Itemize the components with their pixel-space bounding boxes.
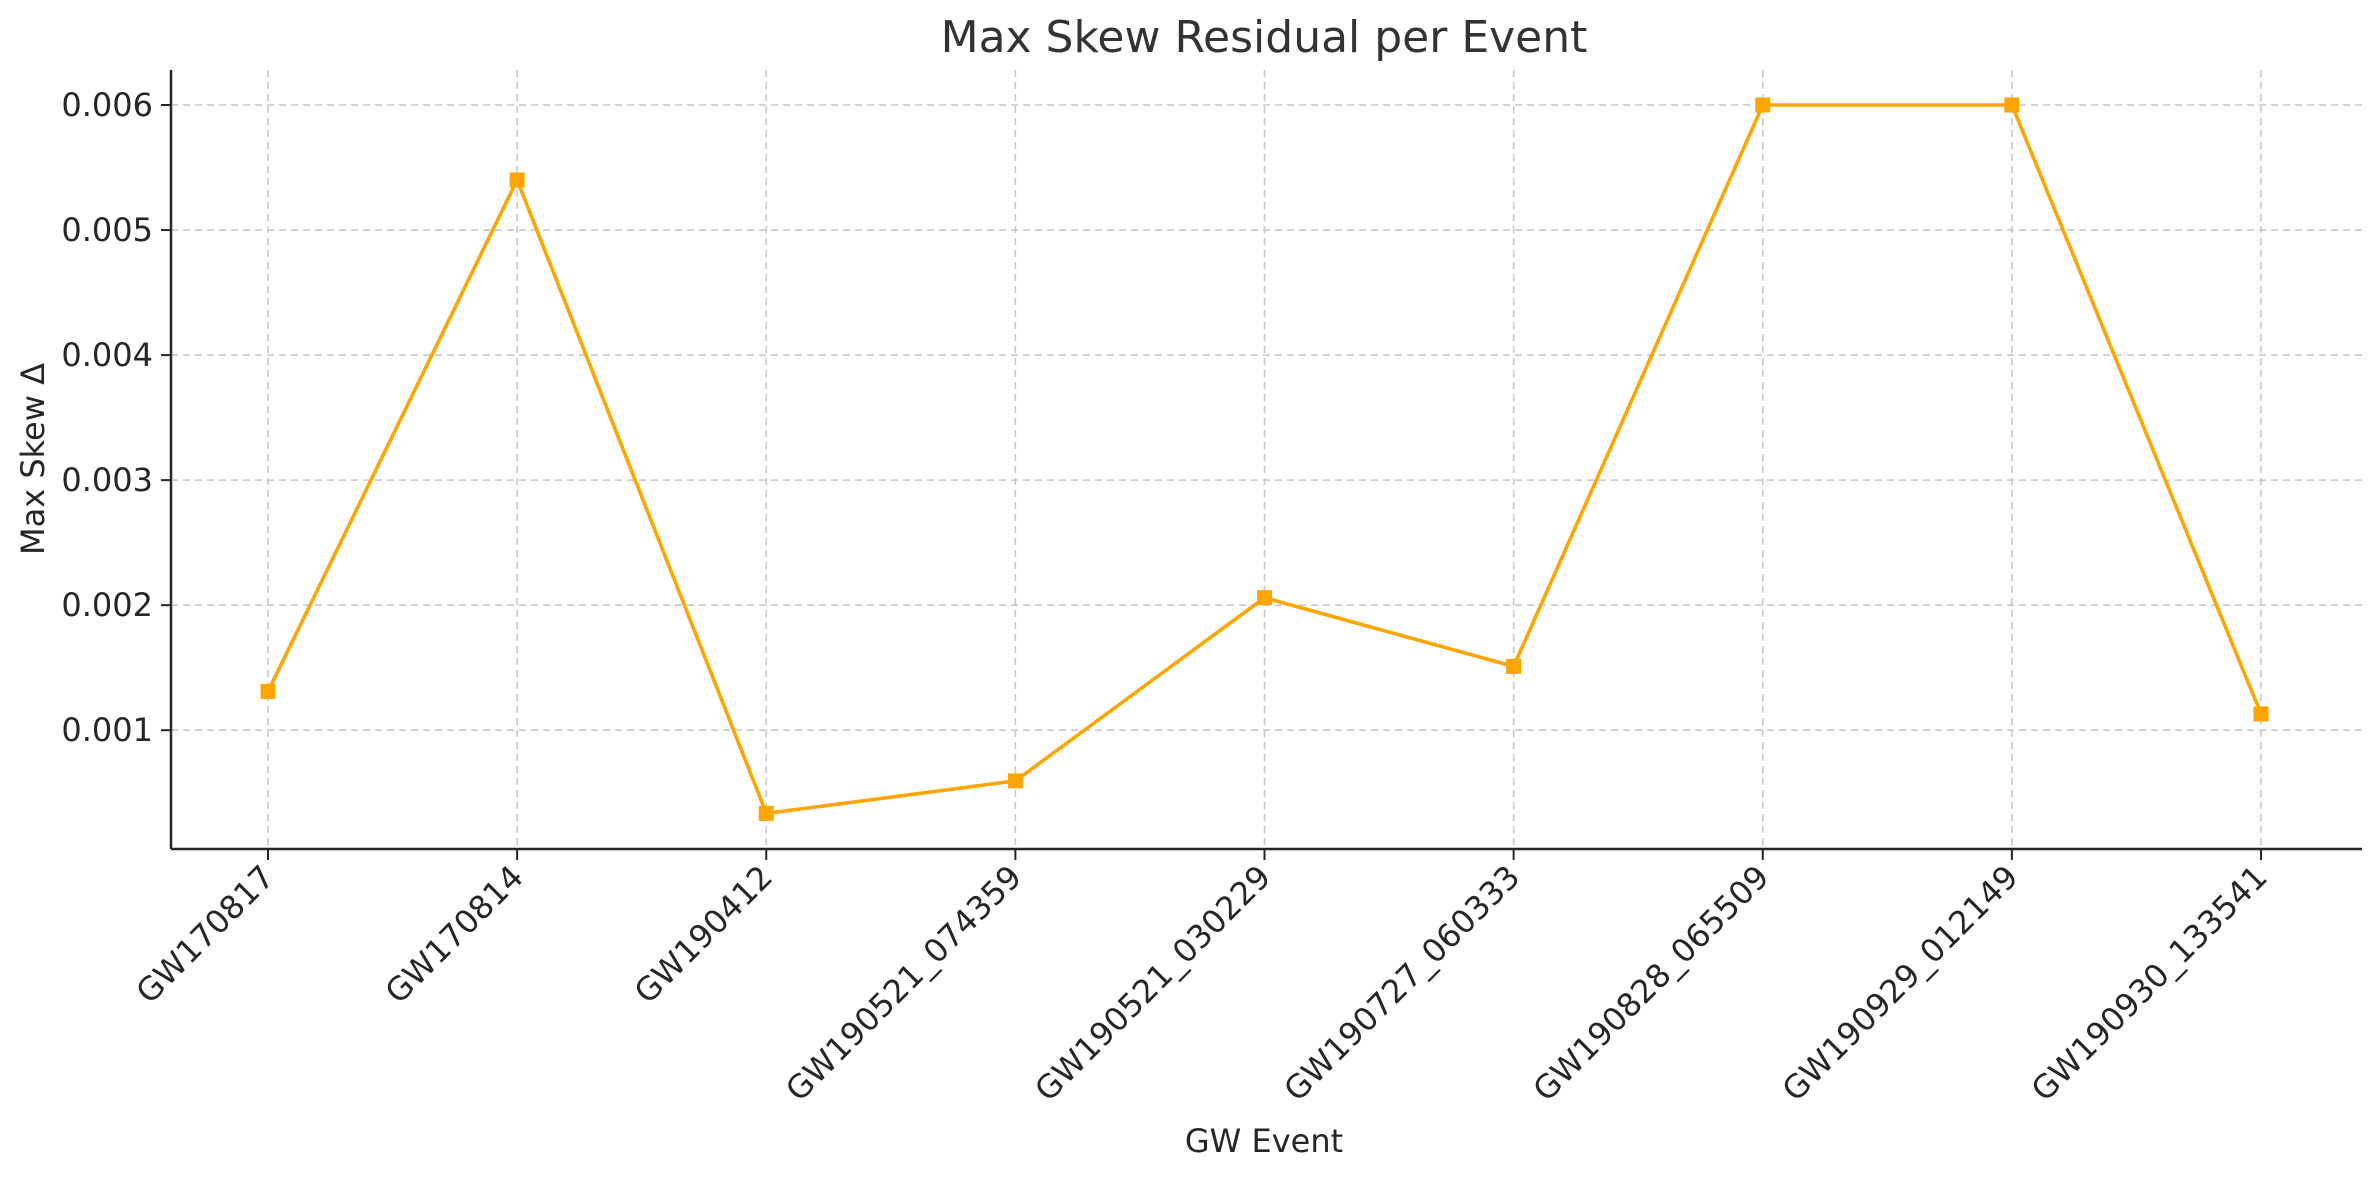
x-axis-label: GW Event bbox=[1185, 1122, 1343, 1160]
data-point-marker bbox=[1755, 97, 1771, 113]
data-point-marker bbox=[1257, 590, 1272, 606]
data-point-marker bbox=[1007, 773, 1023, 789]
data-point-marker bbox=[2004, 97, 2020, 113]
chart-title: Max Skew Residual per Event bbox=[941, 12, 1588, 63]
y-axis-label: Max Skew Δ bbox=[14, 363, 52, 555]
y-tick-label: 0.005 bbox=[61, 211, 153, 249]
data-point-marker bbox=[758, 805, 774, 821]
data-point-marker bbox=[509, 172, 525, 188]
y-tick-label: 0.003 bbox=[61, 461, 153, 499]
axes bbox=[169, 70, 2362, 851]
y-tick-label: 0.001 bbox=[61, 711, 153, 749]
data-point-marker bbox=[1506, 658, 1522, 674]
y-tick-label: 0.006 bbox=[61, 86, 153, 124]
data-point-marker bbox=[260, 683, 276, 699]
y-tick-label: 0.004 bbox=[61, 336, 153, 374]
series bbox=[260, 97, 2269, 821]
y-tick-label: 0.002 bbox=[61, 586, 153, 624]
data-point-marker bbox=[2253, 706, 2269, 722]
